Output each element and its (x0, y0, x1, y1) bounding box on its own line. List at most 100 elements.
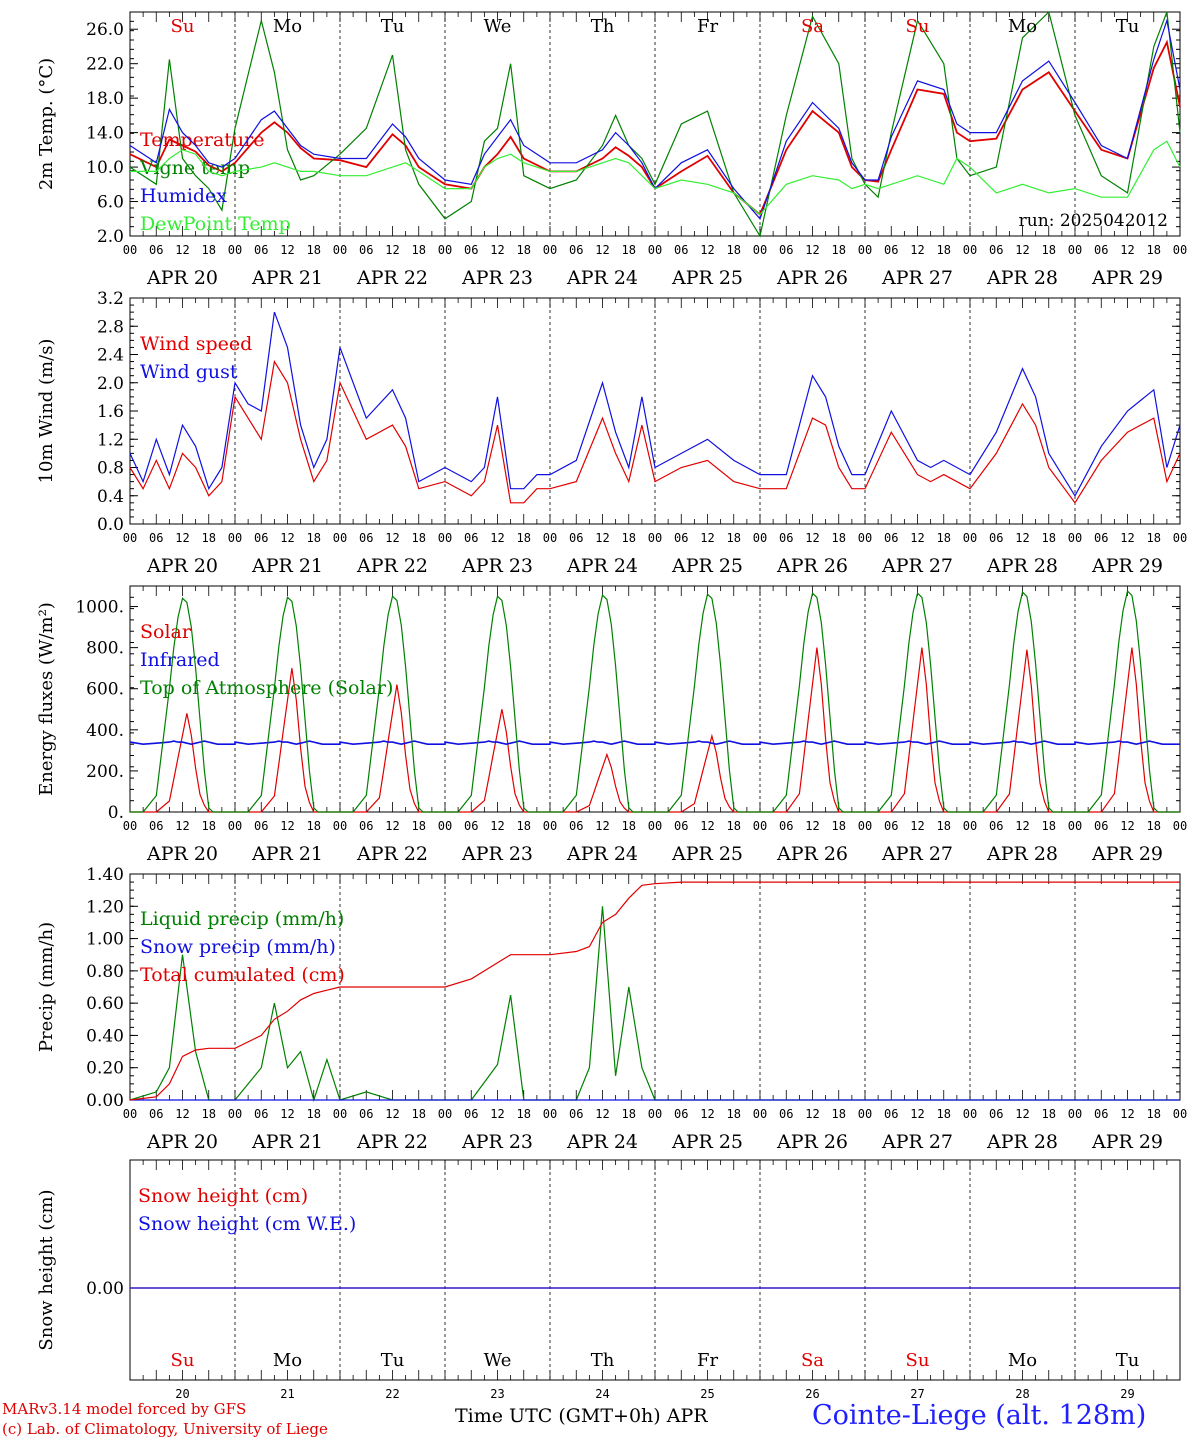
hour-tick-label: 06 (464, 243, 478, 257)
hour-tick-label: 06 (569, 531, 583, 545)
weekday-label-top: Su (906, 16, 930, 37)
y-axis-title: Energy fluxes (W/m²) (36, 602, 57, 796)
weekday-label-top: We (484, 16, 512, 37)
hour-tick-label: 06 (779, 243, 793, 257)
hour-tick-label: 00 (123, 819, 137, 833)
hour-tick-label: 00 (543, 1107, 557, 1121)
date-label: APR 28 (986, 1131, 1058, 1153)
hour-tick-label: 12 (385, 243, 399, 257)
hour-tick-label: 00 (648, 531, 662, 545)
hour-tick-label: 18 (622, 819, 636, 833)
date-label: APR 22 (356, 267, 428, 289)
hour-tick-label: 00 (543, 243, 557, 257)
hour-tick-label: 06 (464, 531, 478, 545)
y-tick-label: 22.0 (86, 55, 124, 75)
hour-tick-label: 12 (700, 819, 714, 833)
weekday-label-top: Mo (1008, 16, 1037, 37)
hour-tick-label: 18 (937, 1107, 951, 1121)
hour-tick-label: 18 (937, 531, 951, 545)
y-tick-label: 2.4 (97, 346, 124, 366)
hour-tick-label: 18 (412, 531, 426, 545)
x-axis-title: Time UTC (GMT+0h) APR (455, 1405, 708, 1427)
hour-tick-label: 18 (1147, 243, 1161, 257)
weekday-label-top: Tu (1116, 16, 1140, 37)
hour-tick-label: 00 (228, 243, 242, 257)
weekday-label-top: Su (171, 16, 195, 37)
y-tick-label: 3.2 (97, 289, 124, 309)
hour-tick-label: 12 (595, 531, 609, 545)
hour-tick-label: 12 (595, 243, 609, 257)
date-label: APR 29 (1091, 555, 1163, 577)
hour-tick-label: 00 (333, 531, 347, 545)
hour-tick-label: 00 (753, 531, 767, 545)
hour-tick-label: 00 (1173, 243, 1187, 257)
y-tick-label: 2.8 (97, 317, 124, 337)
hour-tick-label: 12 (490, 531, 504, 545)
hour-tick-label: 00 (228, 819, 242, 833)
hour-tick-label: 00 (1173, 1107, 1187, 1121)
date-label: APR 26 (776, 555, 848, 577)
hour-tick-label: 18 (307, 531, 321, 545)
y-tick-label: 0. (108, 803, 124, 823)
hour-tick-label: 00 (333, 1107, 347, 1121)
legend-entry: DewPoint Temp (140, 213, 291, 235)
hour-tick-label: 00 (858, 819, 872, 833)
date-label: APR 21 (251, 267, 323, 289)
hour-tick-label: 18 (937, 819, 951, 833)
date-label: APR 24 (566, 1131, 638, 1153)
day-number: 28 (1015, 1387, 1029, 1401)
hour-tick-label: 18 (412, 243, 426, 257)
y-tick-label: 26.0 (86, 20, 124, 40)
hour-tick-label: 06 (779, 819, 793, 833)
hour-tick-label: 00 (753, 819, 767, 833)
hour-tick-label: 18 (832, 243, 846, 257)
hour-tick-label: 00 (1068, 243, 1082, 257)
hour-tick-label: 12 (805, 243, 819, 257)
hour-tick-label: 18 (307, 819, 321, 833)
hour-tick-label: 00 (438, 531, 452, 545)
hour-tick-label: 18 (202, 819, 216, 833)
weekday-label-bottom: Mo (273, 1350, 302, 1371)
date-label: APR 28 (986, 267, 1058, 289)
legend-entry: Liquid precip (mm/h) (140, 908, 344, 930)
y-tick-label: 0.80 (86, 962, 124, 982)
day-number: 27 (910, 1387, 924, 1401)
hour-tick-label: 12 (175, 819, 189, 833)
y-axis-title: Snow height (cm) (36, 1189, 57, 1350)
hour-tick-label: 18 (727, 1107, 741, 1121)
hour-tick-label: 12 (1120, 531, 1134, 545)
date-label: APR 22 (356, 843, 428, 865)
legend-entry: Humidex (140, 185, 227, 207)
hour-tick-label: 00 (648, 819, 662, 833)
hour-tick-label: 12 (1120, 243, 1134, 257)
hour-tick-label: 06 (569, 1107, 583, 1121)
hour-tick-label: 12 (175, 1107, 189, 1121)
weekday-label-bottom: Mo (1008, 1350, 1037, 1371)
hour-tick-label: 12 (280, 819, 294, 833)
hour-tick-label: 12 (280, 1107, 294, 1121)
date-label: APR 23 (461, 843, 533, 865)
series-line (129, 359, 1181, 504)
date-label: APR 27 (881, 1131, 953, 1153)
hour-tick-label: 00 (858, 243, 872, 257)
date-label: APR 29 (1091, 843, 1163, 865)
y-tick-label: 1.20 (86, 897, 124, 917)
date-label: APR 22 (356, 1131, 428, 1153)
date-label: APR 25 (671, 267, 743, 289)
hour-tick-label: 12 (280, 531, 294, 545)
hour-tick-label: 12 (280, 243, 294, 257)
hour-tick-label: 06 (1094, 243, 1108, 257)
hour-tick-label: 18 (832, 1107, 846, 1121)
hour-tick-label: 00 (753, 1107, 767, 1121)
series-line (129, 311, 1181, 498)
hour-tick-label: 00 (1173, 531, 1187, 545)
hour-tick-label: 00 (963, 819, 977, 833)
weekday-label-bottom: We (484, 1350, 512, 1371)
date-label: APR 29 (1091, 1131, 1163, 1153)
hour-tick-label: 00 (543, 531, 557, 545)
date-label: APR 29 (1091, 267, 1163, 289)
date-label: APR 25 (671, 555, 743, 577)
legend-entry: Wind speed (140, 333, 252, 355)
hour-tick-label: 12 (910, 819, 924, 833)
